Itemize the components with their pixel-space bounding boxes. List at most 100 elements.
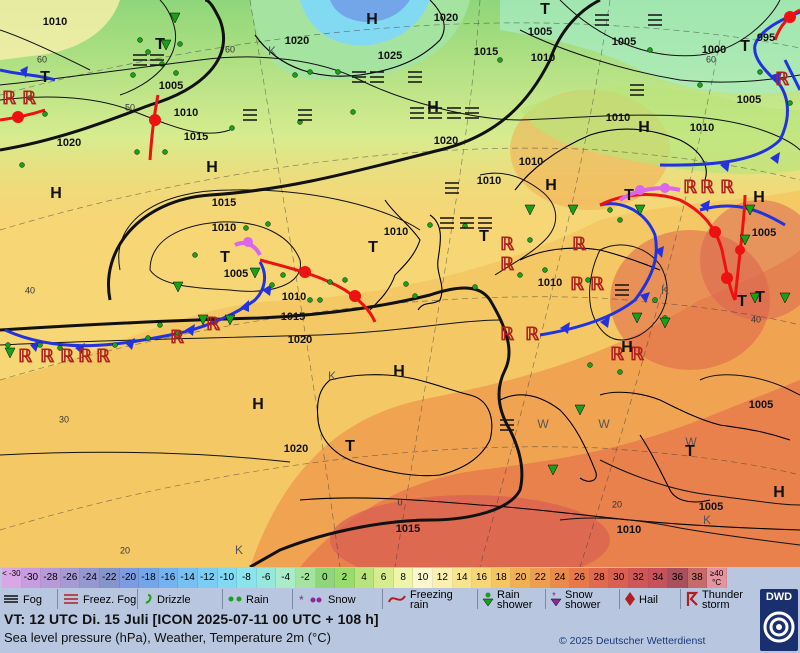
weather-legend-label: Fog — [23, 594, 42, 606]
temperature-scale-cell: -2 — [295, 568, 316, 588]
isobar-label: 1020 — [285, 35, 309, 47]
low-pressure-label: T — [540, 1, 550, 18]
temperature-scale-cell: 32 — [629, 568, 649, 588]
temperature-scale-cell: 28 — [589, 568, 610, 588]
high-pressure-label: H — [366, 11, 378, 28]
copyright: © 2025 Deutscher Wetterdienst — [559, 635, 706, 647]
temperature-labels: 60 60 50 40 30 20 0 20 40 60 — [25, 44, 761, 555]
isobar-label: 1005 — [699, 501, 723, 513]
svg-text:ℝ: ℝ — [170, 327, 185, 347]
hail-icon — [624, 591, 636, 610]
isobar-label: 1015 — [281, 311, 305, 323]
legend-separator — [382, 589, 383, 609]
temperature-isoline-label: 20 — [120, 545, 130, 555]
isobar-label: 1015 — [396, 523, 420, 535]
temperature-scale-cell: -8 — [237, 568, 257, 588]
temperature-scale-cell: -10 — [217, 568, 238, 588]
dwd-swirl-icon — [763, 611, 795, 643]
isobar-label: 1010 — [212, 222, 236, 234]
temperature-scale-cell: -4 — [276, 568, 296, 588]
isobar-label: 1015 — [212, 197, 236, 209]
temperature-scale-cell: -14 — [178, 568, 198, 588]
svg-text:ℝ: ℝ — [96, 346, 111, 366]
weather-legend-label: Snow shower — [565, 589, 601, 611]
svg-text:ℝ: ℝ — [720, 177, 735, 197]
temperature-scale-cell: -18 — [139, 568, 159, 588]
isobar-label: 1010 — [384, 226, 408, 238]
airmass-label: W — [598, 417, 610, 431]
weather-legend-label: Rain shower — [497, 589, 533, 611]
temperature-isoline-label: 20 — [612, 499, 622, 509]
svg-text:ℝ: ℝ — [775, 69, 790, 89]
svg-text:ℝ: ℝ — [525, 324, 540, 344]
low-pressure-label: T — [685, 443, 695, 460]
weather-legend-item: * Snow — [297, 589, 356, 611]
isobar-label: 1010 — [43, 16, 67, 28]
isobar-label: 1005 — [612, 36, 636, 48]
isobar-label: 1015 — [474, 46, 498, 58]
svg-text:ℝ: ℝ — [60, 346, 75, 366]
high-pressure-label: H — [393, 363, 405, 380]
temperature-scale-cell: 38 — [687, 568, 708, 588]
temperature-scale-cell: -6 — [256, 568, 277, 588]
high-pressure-label: H — [206, 159, 218, 176]
svg-text:*: * — [299, 593, 304, 606]
svg-text:ℝ: ℝ — [78, 346, 93, 366]
isobars — [0, 0, 800, 567]
svg-text:ℝ: ℝ — [700, 177, 715, 197]
isobar-label: 1005 — [528, 26, 552, 38]
high-pressure-label: H — [50, 185, 62, 202]
temperature-isoline-label: 50 — [125, 102, 135, 112]
temperature-scale-cell: 20 — [511, 568, 532, 588]
temperature-isoline-label: 30 — [59, 414, 69, 424]
temperature-scale-cell: -26 — [60, 568, 81, 588]
legend: < -30 -30 -28 -26 -24 -22 -20 -18 -16 -14 -12 -10 -8… — [0, 567, 800, 653]
high-pressure-label: H — [753, 189, 765, 206]
airmass-labels: K K K K K W W W — [235, 44, 711, 557]
low-pressure-label: T — [155, 36, 165, 53]
temperature-scale-cell: 4 — [354, 568, 375, 588]
legend-separator — [619, 589, 620, 609]
temperature-scale-cell: -12 — [197, 568, 218, 588]
svg-text:ℝ: ℝ — [500, 324, 515, 344]
isobar-label: 1020 — [434, 135, 458, 147]
svg-text:ℝ: ℝ — [206, 314, 221, 334]
temperature-scale-cell: 12 — [433, 568, 453, 588]
temperature-scale-cell: -24 — [80, 568, 100, 588]
temperature-scale-cell: 10 — [413, 568, 434, 588]
isobar-label: 1000 — [702, 44, 726, 56]
weather-legend-label: Hail — [639, 594, 658, 606]
map-subtitle: Sea level pressure (hPa), Weather, Tempe… — [4, 630, 331, 645]
legend-separator — [57, 589, 58, 609]
weather-legend-item: Drizzle — [142, 589, 191, 611]
temperature-scale-cell: 8 — [393, 568, 414, 588]
svg-text:*: * — [552, 591, 556, 602]
temperature-scale-cell: 16 — [472, 568, 492, 588]
weather-legend-label: Rain — [246, 594, 269, 606]
low-pressure-label: T — [40, 69, 50, 86]
temperature-scale-cell: 14 — [452, 568, 473, 588]
temperature-scale-cell: -20 — [119, 568, 140, 588]
svg-text:ℝ: ℝ — [590, 274, 605, 294]
airmass-label: K — [661, 283, 669, 297]
isobar-label: 1010 — [531, 52, 555, 64]
temperature-scale-cell: < -30 — [2, 568, 22, 588]
high-pressure-label: H — [621, 339, 633, 356]
isobar-label: 1010 — [606, 112, 630, 124]
weather-legend-item: Fog — [2, 589, 42, 611]
high-pressure-label: H — [252, 396, 264, 413]
warm-front — [259, 258, 377, 323]
temperature-scale-cell: -22 — [99, 568, 120, 588]
legend-separator — [680, 589, 681, 609]
graticule — [0, 0, 800, 567]
temperature-scale-cell: 0 — [315, 568, 336, 588]
low-pressure-label: T — [755, 289, 765, 306]
temperature-scale-cell: 26 — [570, 568, 590, 588]
isobar-label: 1010 — [282, 291, 306, 303]
svg-text:ℝ: ℝ — [630, 344, 645, 364]
weather-legend-item: Thunder storm — [685, 589, 752, 611]
temperature-isoline-label: 60 — [37, 54, 47, 64]
drizzle-icon — [142, 592, 154, 609]
